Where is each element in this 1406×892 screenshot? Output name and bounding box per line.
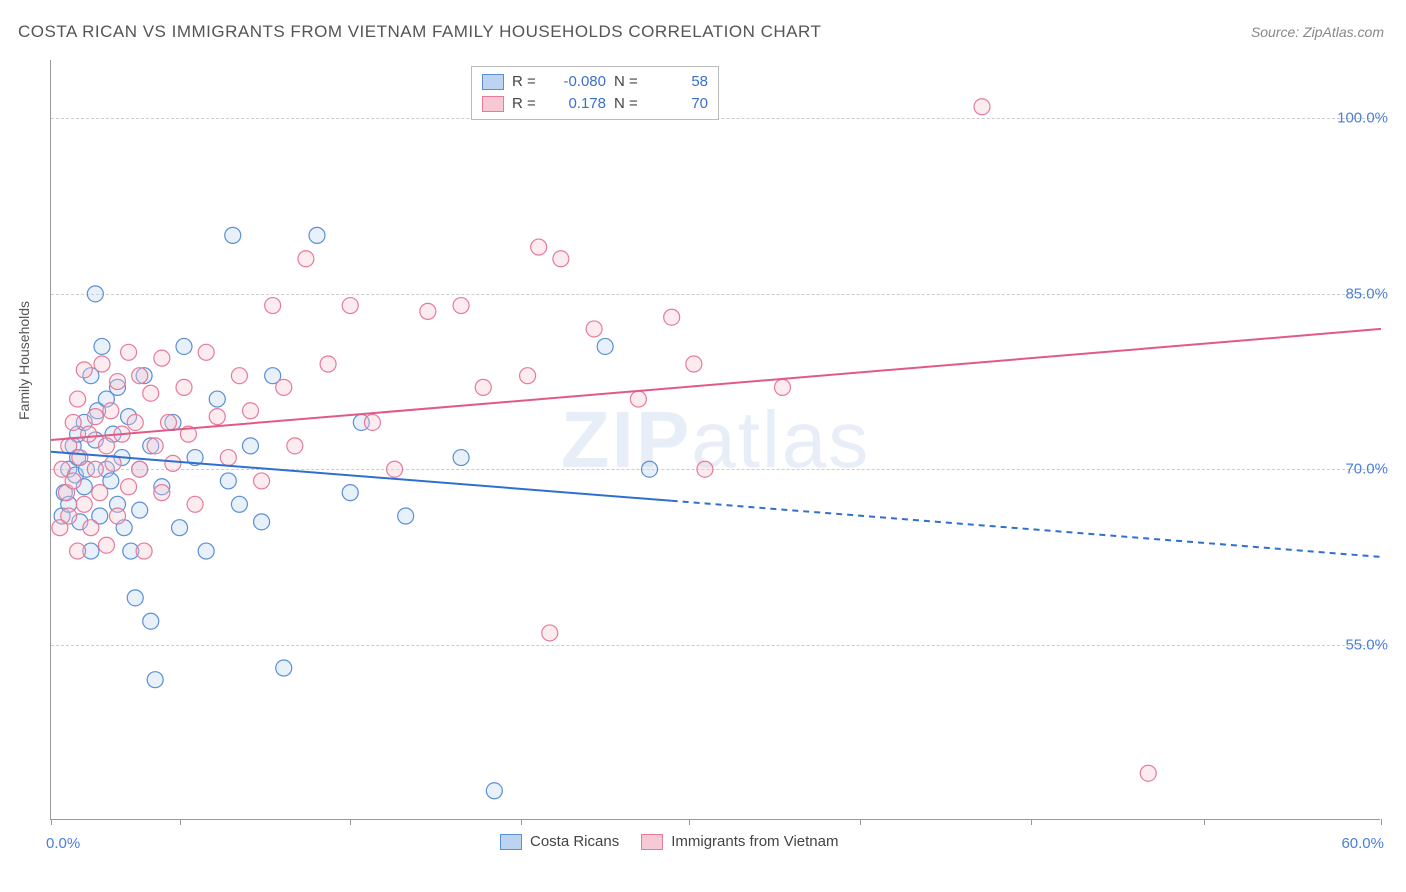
y-tick-label: 85.0%: [1345, 285, 1388, 302]
n-label: N =: [614, 93, 642, 115]
x-tick-min: 0.0%: [46, 835, 80, 852]
chart-container: COSTA RICAN VS IMMIGRANTS FROM VIETNAM F…: [0, 0, 1406, 892]
legend-label-a: Costa Ricans: [530, 833, 619, 850]
source-attribution: Source: ZipAtlas.com: [1251, 24, 1384, 40]
y-tick-label: 100.0%: [1337, 110, 1388, 127]
y-tick-label: 55.0%: [1345, 636, 1388, 653]
legend-correlation: R = -0.080 N = 58 R = 0.178 N = 70: [471, 66, 719, 120]
legend-series: Costa Ricans Immigrants from Vietnam: [500, 833, 838, 850]
legend-swatch-b: [641, 834, 663, 850]
plot-area: ZIPatlas R = -0.080 N = 58 R = 0.178 N =…: [50, 60, 1380, 820]
x-tick-max: 60.0%: [1341, 835, 1384, 852]
legend-row: R = -0.080 N = 58: [482, 71, 708, 93]
r-value-b: 0.178: [548, 93, 606, 115]
legend-item-b: Immigrants from Vietnam: [641, 833, 838, 850]
legend-swatch-a: [482, 74, 504, 90]
scatter-svg: [51, 60, 1380, 819]
chart-title: COSTA RICAN VS IMMIGRANTS FROM VIETNAM F…: [18, 22, 821, 42]
legend-swatch-a: [500, 834, 522, 850]
n-label: N =: [614, 71, 642, 93]
legend-item-a: Costa Ricans: [500, 833, 619, 850]
r-label: R =: [512, 71, 540, 93]
y-axis-label: Family Households: [16, 301, 32, 420]
legend-row: R = 0.178 N = 70: [482, 93, 708, 115]
y-tick-label: 70.0%: [1345, 461, 1388, 478]
n-value-a: 58: [650, 71, 708, 93]
legend-label-b: Immigrants from Vietnam: [671, 833, 838, 850]
r-value-a: -0.080: [548, 71, 606, 93]
n-value-b: 70: [650, 93, 708, 115]
r-label: R =: [512, 93, 540, 115]
legend-swatch-b: [482, 96, 504, 112]
